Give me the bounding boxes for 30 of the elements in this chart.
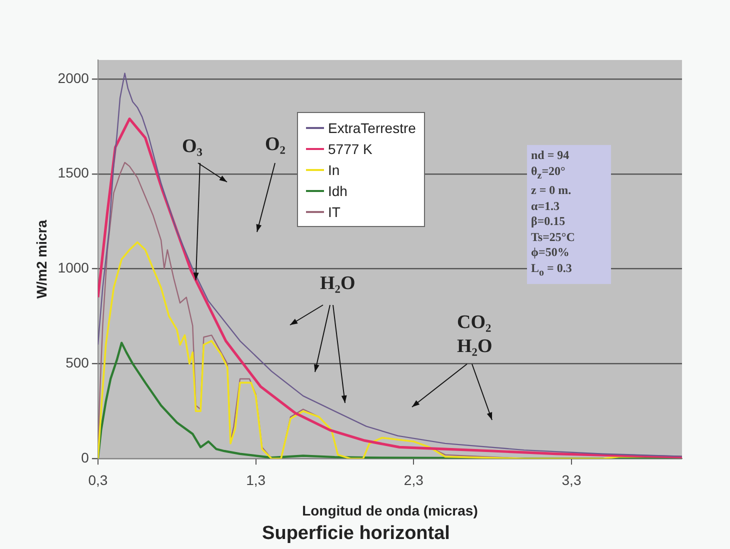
y-tick-label: 1000 — [58, 260, 90, 276]
y-tick-label: 0 — [81, 449, 90, 466]
annotation: H₂O — [457, 336, 492, 358]
annotation: L$_{o}$ = 0.3 — [531, 260, 573, 280]
y-axis-title: W/m2 micra — [33, 220, 50, 299]
legend-label: ExtraTerrestre — [328, 120, 416, 136]
annotation: H₂O — [320, 273, 356, 295]
y-tick-label: 1500 — [58, 164, 90, 181]
legend-label: 5777 K — [328, 140, 372, 156]
annotation: O₃ — [182, 136, 202, 158]
x-tick-label: 3,3 — [562, 472, 582, 488]
annotation: CO₂ — [457, 312, 492, 334]
annotation: α=1.3 — [531, 198, 561, 214]
x-axis-title: Longitud de onda (micras) — [302, 502, 478, 519]
legend-label: Idh — [328, 182, 348, 198]
x-tick-label: 2,3 — [404, 472, 424, 488]
annotation: ϕ=50% — [531, 245, 570, 261]
y-tick-label: 500 — [66, 354, 90, 371]
annotation: θ$_{z}$=20° — [531, 164, 566, 183]
legend-label: IT — [328, 204, 340, 220]
annotation: Ts=25°C — [531, 230, 576, 246]
annotation: nd = 94 — [531, 148, 570, 164]
x-tick-label: 0,3 — [88, 472, 108, 488]
annotation: z = 0 m. — [531, 183, 572, 199]
legend-label: In — [328, 162, 340, 178]
annotation: β=0.15 — [531, 214, 566, 230]
text: Superficie horizontal — [262, 522, 450, 544]
annotation: O₂ — [265, 134, 286, 156]
y-tick-label: 2000 — [58, 70, 90, 86]
x-tick-label: 1,3 — [246, 472, 266, 488]
